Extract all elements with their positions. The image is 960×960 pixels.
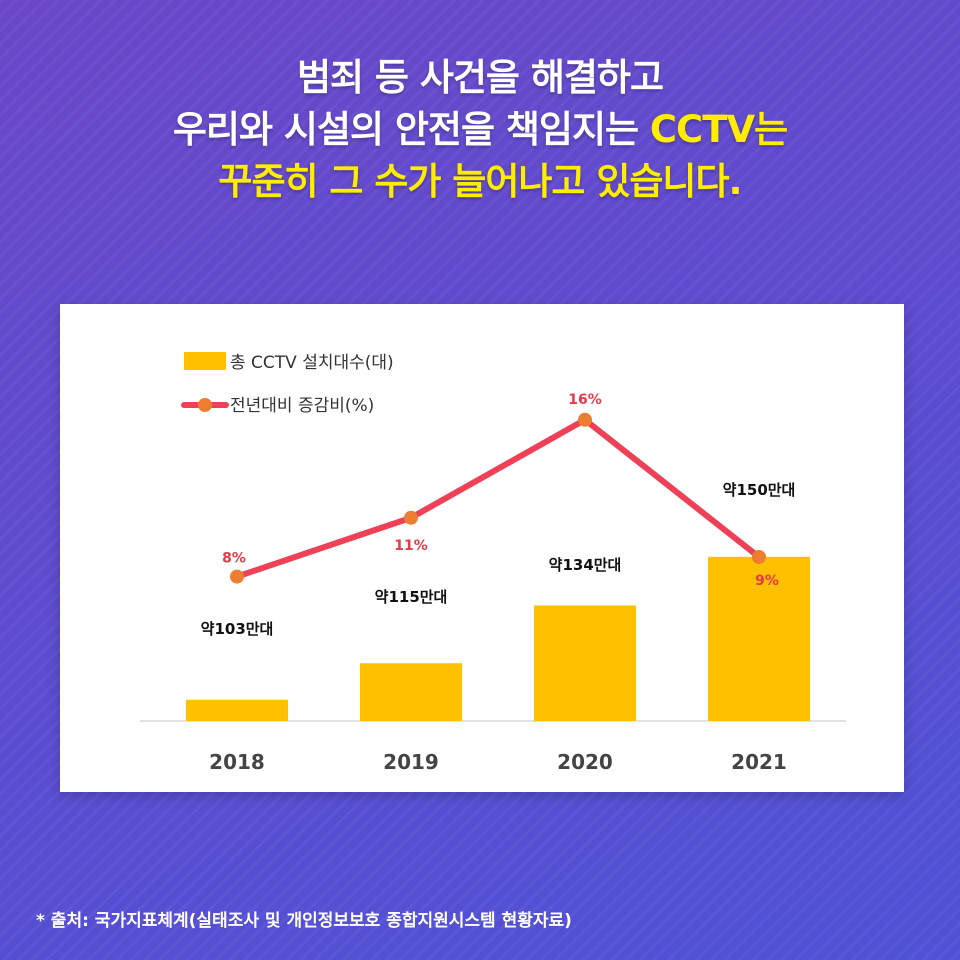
line-label-2021: 9% [755, 573, 779, 589]
headline-line-2-highlight: CCTV는 [649, 108, 788, 151]
bar-2020 [534, 605, 636, 721]
line-label-2019: 11% [394, 538, 428, 554]
x-tick-2019: 2019 [383, 750, 439, 774]
bar-label-2019: 약115만대 [375, 588, 448, 606]
headline-line-3: 꾸준히 그 수가 늘어나고 있습니다. [218, 160, 742, 203]
headline: 범죄 등 사건을 해결하고 우리와 시설의 안전을 책임지는 CCTV는 꾸준히… [0, 52, 960, 208]
chart-card: 약103만대 약115만대 약134만대 약150만대 8% 11% 16% 9% 2018 20… [60, 304, 904, 792]
legend-swatch-bar [184, 352, 226, 370]
bar-2021 [708, 556, 810, 721]
line-point-2018 [230, 569, 244, 584]
line-point-2021 [752, 550, 766, 564]
legend-swatch-marker [198, 398, 212, 412]
legend-label-bar: 총 CCTV 설치대수(대) [230, 353, 394, 373]
bar-2018 [186, 699, 288, 721]
x-tick-2020: 2020 [557, 750, 613, 774]
headline-line-2: 우리와 시설의 안전을 책임지는 CCTV는 [0, 104, 960, 156]
x-tick-2018: 2018 [209, 750, 265, 774]
combo-chart: 약103만대 약115만대 약134만대 약150만대 8% 11% 16% 9% 2018 20… [140, 352, 846, 774]
headline-line-2-text: 우리와 시설의 안전을 책임지는 [172, 108, 650, 151]
headline-line-1: 범죄 등 사건을 해결하고 [296, 56, 664, 99]
line-point-2019 [404, 510, 418, 525]
source-note: * 출처: 국가지표체계(실태조사 및 개인정보보호 종합지원시스템 현황자료) [36, 911, 572, 931]
bar-label-2020: 약134만대 [549, 556, 622, 574]
bar-label-2021: 약150만대 [723, 481, 796, 499]
x-tick-2021: 2021 [731, 750, 787, 774]
legend-label-line: 전년대비 증감비(%) [230, 396, 374, 416]
line-label-2020: 16% [568, 392, 602, 408]
bar-label-2018: 약103만대 [201, 620, 274, 638]
bar-2019 [360, 663, 462, 721]
line-point-2020 [578, 412, 592, 427]
line-series-change-rate [234, 416, 762, 580]
line-label-2018: 8% [222, 551, 246, 567]
